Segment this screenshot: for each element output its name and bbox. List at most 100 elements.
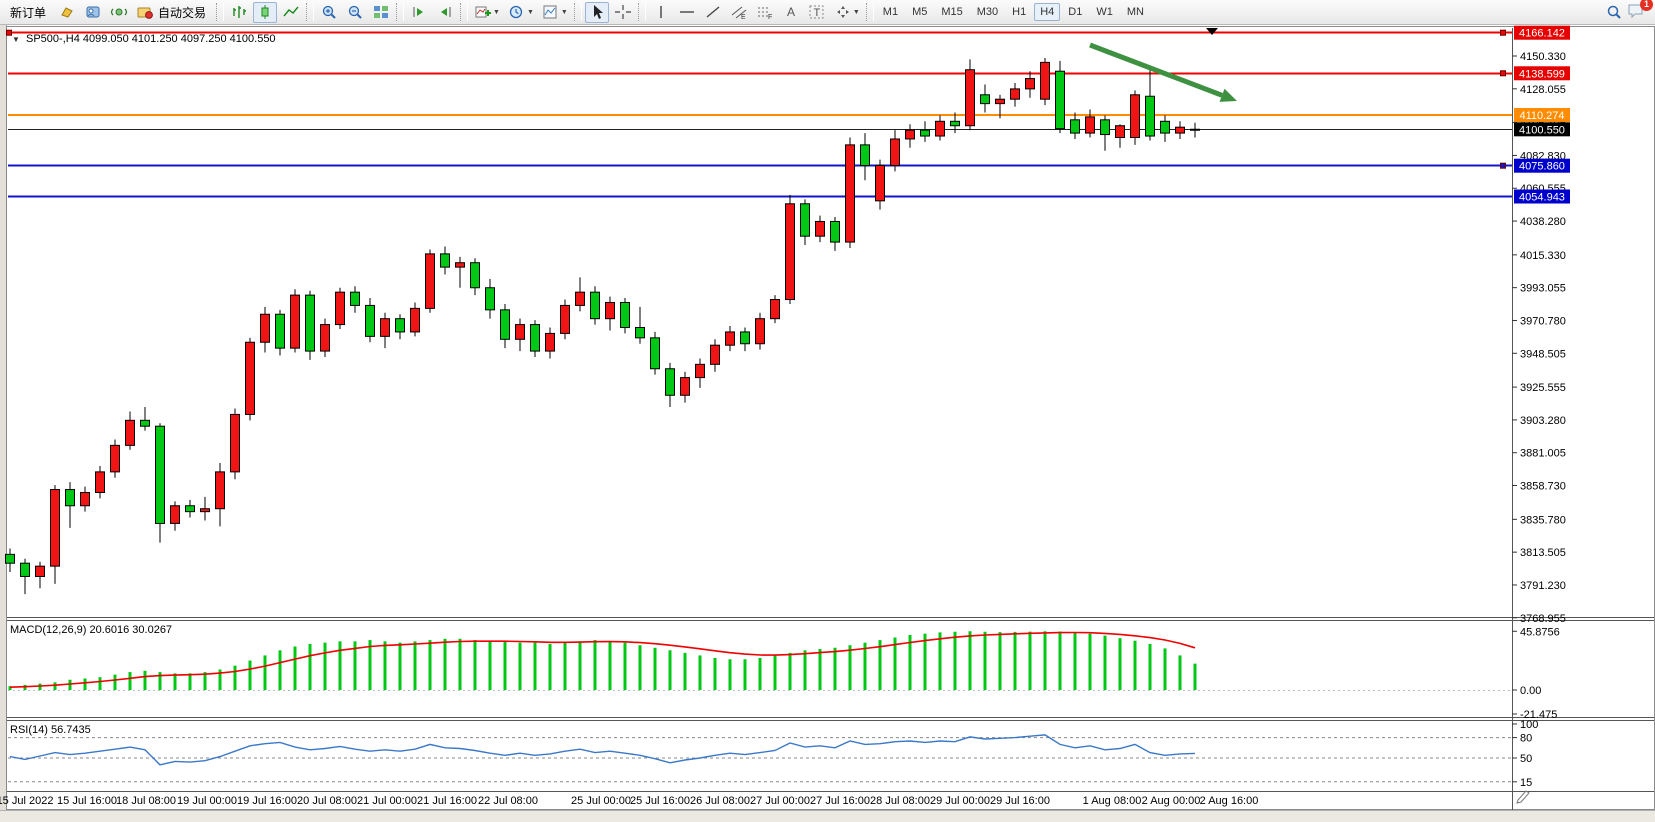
fibonacci-tool-icon[interactable]: F [753, 2, 777, 23]
history-pencil-icon [1516, 790, 1530, 804]
timeframe-M5[interactable]: M5 [912, 6, 928, 18]
auto-trading-button[interactable]: 自动交易 [133, 2, 213, 23]
svg-text:19 Jul 00:00: 19 Jul 00:00 [177, 795, 237, 807]
chart-header: ▼ SP500-,H4 4099.050 4101.250 4097.250 41… [12, 28, 1218, 45]
vertical-line-tool-icon[interactable] [649, 2, 673, 23]
indicators-icon[interactable]: ▼ [471, 2, 503, 23]
svg-text:▼: ▼ [12, 35, 20, 44]
horizontal-line-tool-icon[interactable] [675, 2, 699, 23]
status-bar [0, 810, 1655, 822]
svg-text:18 Jul 08:00: 18 Jul 08:00 [116, 795, 176, 807]
trend-arrow-annotation[interactable] [1089, 42, 1237, 102]
svg-text:50: 50 [1520, 753, 1532, 765]
svg-text:15 Jul 2022: 15 Jul 2022 [0, 795, 53, 807]
svg-text:3970.780: 3970.780 [1520, 315, 1566, 327]
svg-text:25 Jul 00:00: 25 Jul 00:00 [571, 795, 631, 807]
macd-panel: 45.8756 0.00 -21.475 MACD(12,26,9) 20.6016 … [8, 624, 1560, 721]
chat-badge: 1 [1640, 0, 1653, 11]
market-watch-icon[interactable] [107, 2, 131, 23]
timeframe-W1[interactable]: W1 [1096, 6, 1113, 18]
text-label-tool-icon[interactable]: T [805, 2, 829, 23]
svg-text:4015.330: 4015.330 [1520, 250, 1566, 262]
horizontal-lines[interactable] [8, 31, 1512, 198]
bar-chart-icon[interactable] [227, 2, 251, 23]
svg-text:1 Aug 08:00: 1 Aug 08:00 [1083, 795, 1142, 807]
svg-text:3881.005: 3881.005 [1520, 448, 1566, 460]
zoom-out-icon[interactable] [343, 2, 367, 23]
timeframe-H1[interactable]: H1 [1012, 6, 1027, 18]
tile-windows-icon[interactable] [369, 2, 393, 23]
price-axis: 4150.3304128.0554105.1054082.8304060.555… [1512, 51, 1566, 625]
toolbar-separator [865, 3, 874, 21]
timeframe-M1[interactable]: M1 [882, 6, 899, 18]
svg-text:0.00: 0.00 [1520, 685, 1541, 697]
scroll-end-marker [1206, 28, 1218, 35]
svg-text:80: 80 [1520, 733, 1532, 745]
candlestick-chart-icon[interactable] [253, 1, 278, 23]
panel-borders [6, 26, 1655, 810]
crosshair-tool-icon[interactable] [611, 2, 635, 23]
chart-shift-icon[interactable] [433, 2, 457, 23]
new-chart-icon[interactable] [55, 2, 79, 23]
auto-scroll-icon[interactable] [407, 2, 431, 23]
svg-text:3835.780: 3835.780 [1520, 514, 1566, 526]
profiles-icon[interactable] [81, 2, 105, 23]
line-handles[interactable] [6, 29, 1506, 169]
toolbar-separator [573, 3, 582, 21]
text-tool-icon[interactable]: A [779, 2, 803, 23]
line-chart-icon[interactable] [279, 2, 303, 23]
new-order-label: 新订单 [10, 5, 47, 20]
svg-text:4038.280: 4038.280 [1520, 216, 1566, 228]
svg-text:20 Jul 08:00: 20 Jul 08:00 [297, 795, 357, 807]
timeframe-M15[interactable]: M15 [941, 6, 963, 18]
svg-text:MACD(12,26,9) 20.6016 30.0267: MACD(12,26,9) 20.6016 30.0267 [10, 624, 172, 636]
trendline-tool-icon[interactable] [701, 2, 725, 23]
svg-text:4150.330: 4150.330 [1520, 51, 1566, 63]
timeframe-group: M1 M5 M15 M30 H1 H4 D1 W1 MN [876, 3, 1151, 21]
channel-tool-icon[interactable]: E [727, 2, 751, 23]
chat-button[interactable]: 1 [1627, 0, 1653, 22]
svg-text:27 Jul 00:00: 27 Jul 00:00 [750, 795, 810, 807]
svg-text:22 Jul 08:00: 22 Jul 08:00 [478, 795, 538, 807]
zoom-in-icon[interactable] [317, 2, 341, 23]
chevron-down-icon: ▼ [493, 8, 500, 16]
timeframe-H4[interactable]: H4 [1034, 3, 1061, 21]
arrows-tool-icon[interactable]: ▼ [831, 2, 863, 23]
svg-text:F: F [768, 14, 772, 20]
svg-text:19 Jul 16:00: 19 Jul 16:00 [237, 795, 297, 807]
svg-text:28 Jul 08:00: 28 Jul 08:00 [870, 795, 930, 807]
toolbar: 新订单 自动交易 ▼ ▼ [0, 0, 1655, 25]
periods-icon[interactable]: ▼ [505, 2, 537, 23]
templates-icon[interactable]: ▼ [539, 2, 571, 23]
cursor-tool-icon[interactable] [584, 1, 609, 23]
toolbar-separator [460, 3, 469, 21]
candles [5, 57, 1200, 595]
timeframe-M30[interactable]: M30 [976, 6, 999, 18]
timeframe-D1[interactable]: D1 [1068, 6, 1083, 18]
svg-text:15: 15 [1520, 777, 1532, 789]
svg-text:4075.860: 4075.860 [1519, 161, 1565, 173]
svg-text:3948.505: 3948.505 [1520, 348, 1566, 360]
svg-text:27 Jul 16:00: 27 Jul 16:00 [810, 795, 870, 807]
svg-text:29 Jul 00:00: 29 Jul 00:00 [930, 795, 990, 807]
timeframe-MN[interactable]: MN [1126, 6, 1144, 18]
new-order-button[interactable]: 新订单 [3, 2, 53, 23]
svg-text:A: A [787, 5, 795, 19]
svg-text:3903.280: 3903.280 [1520, 415, 1566, 427]
svg-text:2 Aug 16:00: 2 Aug 16:00 [1200, 795, 1259, 807]
date-axis: 15 Jul 2022 15 Jul 16:00 18 Jul 08:00 19 Ju… [0, 795, 1258, 807]
svg-text:26 Jul 08:00: 26 Jul 08:00 [690, 795, 750, 807]
svg-text:T: T [813, 7, 820, 19]
svg-text:E: E [741, 14, 746, 20]
auto-trading-label: 自动交易 [158, 5, 207, 20]
svg-text:4166.142: 4166.142 [1519, 28, 1565, 40]
chevron-down-icon: ▼ [852, 8, 860, 16]
svg-text:3925.555: 3925.555 [1520, 382, 1566, 394]
svg-text:21 Jul 00:00: 21 Jul 00:00 [357, 795, 417, 807]
svg-text:4100.550: 4100.550 [1519, 124, 1565, 136]
svg-text:RSI(14) 56.7435: RSI(14) 56.7435 [10, 724, 91, 736]
toolbar-separator [216, 3, 225, 21]
svg-text:4054.943: 4054.943 [1519, 192, 1565, 204]
search-icon[interactable] [1602, 2, 1626, 23]
